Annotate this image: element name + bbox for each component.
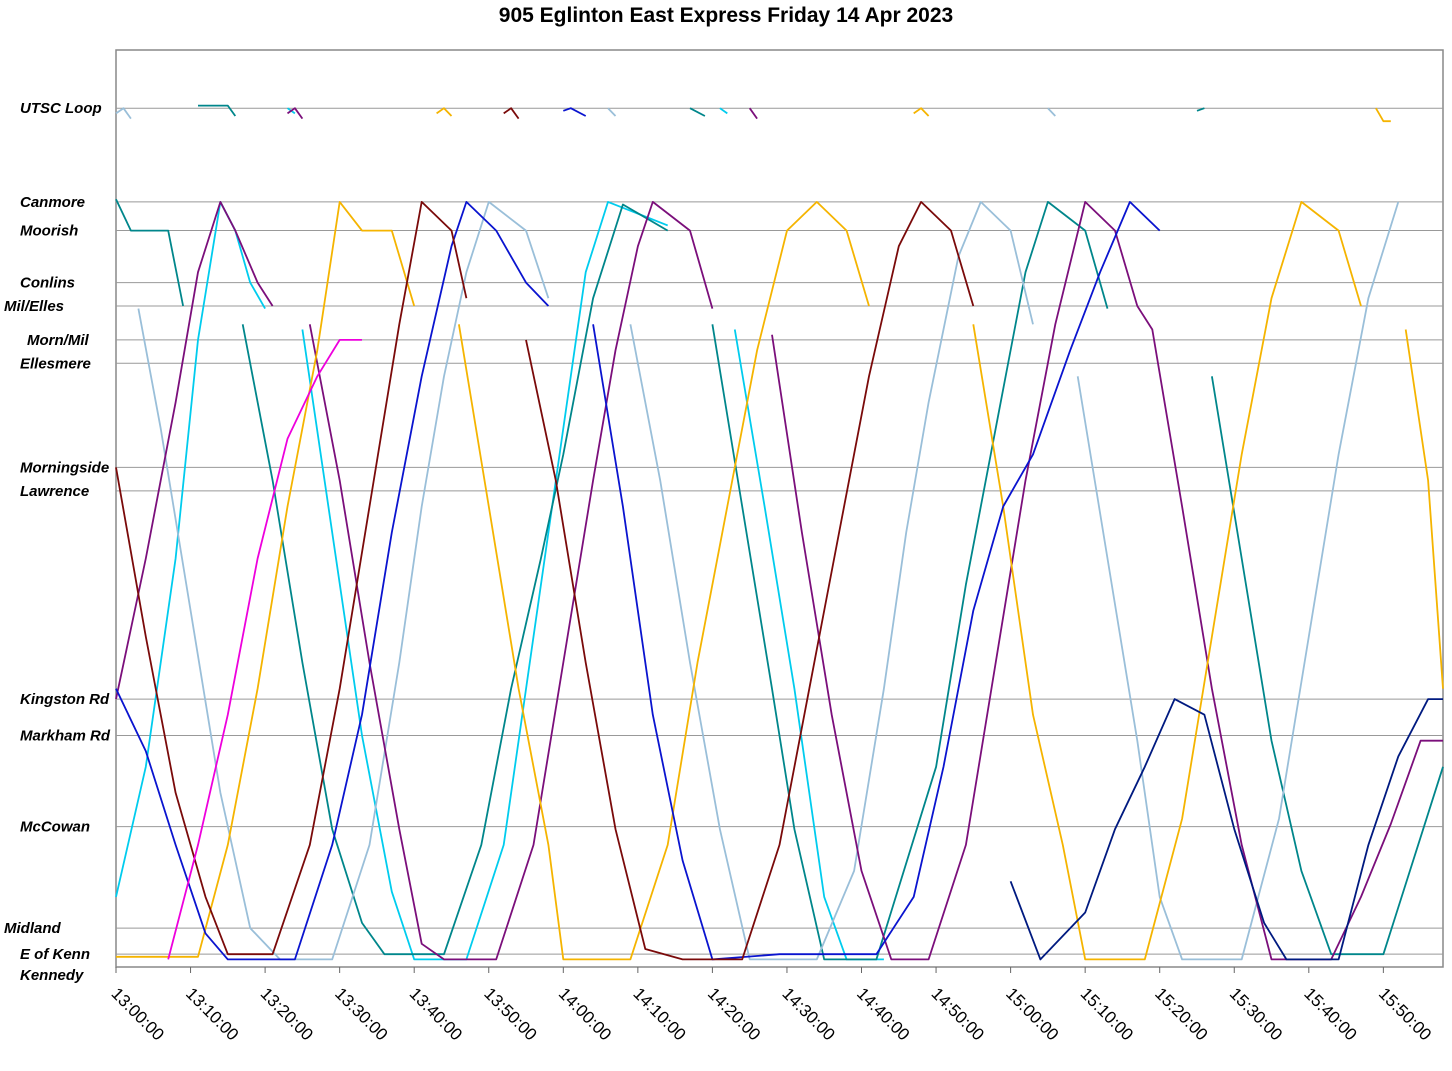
x-tick-label: 13:20:00 [257,984,317,1044]
trip-line [115,200,266,898]
stop-label: Morningside [20,459,109,476]
plot-frame [115,49,1444,968]
trip-line [719,107,728,115]
trip-line [1404,329,1444,689]
stop-label: Ellesmere [20,355,91,372]
x-tick-label: 13:50:00 [480,984,540,1044]
trip-line [1009,698,1443,961]
x-tick-label: 15:30:00 [1226,984,1286,1044]
stop-label: E of Kenn [20,946,90,963]
x-tick-label: 15:00:00 [1002,984,1062,1044]
trip-line [592,200,1161,961]
stop-label: Morn/Mil [27,332,89,349]
stop-label: Kennedy [20,967,84,984]
trip-line [711,200,1109,961]
trip-line [689,107,706,117]
stop-label: Midland [4,920,61,937]
chart-title: 905 Eglinton East Express Friday 14 Apr … [498,4,954,27]
trip-line [137,200,550,961]
trip-line [115,200,550,961]
trip-line [913,107,930,117]
trip-line [1076,201,1400,961]
stop-label: Moorish [20,223,78,240]
x-tick-label: 14:50:00 [928,984,988,1044]
trip-line [241,203,669,956]
trip-line [115,200,274,700]
stop-label: Canmore [20,194,85,211]
trip-line [308,200,714,961]
trip-line [115,107,132,120]
x-tick-label: 14:10:00 [629,984,689,1044]
stop-label: Markham Rd [20,728,111,745]
x-tick-labels: 13:00:00 13:10:00 13:20:00 13:30:00 13:40:00… [108,967,1435,1044]
stop-label: Mil/Elles [4,298,64,315]
trip-line [525,200,975,961]
stop-label: Conlins [20,275,75,292]
stop-labels: Kennedy E of Kenn Midland McCowan Markham Rd… [4,100,111,984]
trip-line [301,200,669,961]
stop-label: UTSC Loop [20,100,102,117]
x-tick-label: 15:50:00 [1375,984,1435,1044]
x-tick-label: 13:30:00 [331,984,391,1044]
trip-line [503,107,520,120]
trip-line [972,200,1362,961]
trip-line [1211,376,1444,956]
trip-line [458,200,870,961]
trip-line [167,338,362,960]
trip-line [436,107,453,117]
trip-line [563,107,587,117]
trip-line [1196,107,1205,112]
x-tick-label: 14:30:00 [778,984,838,1044]
x-tick-label: 14:00:00 [555,984,615,1044]
x-tick-label: 15:40:00 [1300,984,1360,1044]
trip-line [607,107,617,117]
stop-label: McCowan [20,819,90,836]
x-tick-label: 13:40:00 [406,984,466,1044]
x-tick-label: 15:20:00 [1151,984,1211,1044]
stop-label: Lawrence [20,483,89,500]
grid-lines [116,107,1443,955]
trip-line [733,329,884,961]
trip-line [198,104,237,117]
trip-line [1375,107,1391,123]
trip-line [629,200,1034,961]
trip-line [1047,107,1056,117]
trip-lines [115,104,1444,961]
trip-line [748,107,758,120]
trip-line [771,200,1443,961]
x-tick-label: 13:00:00 [108,984,168,1044]
x-tick-label: 15:10:00 [1077,984,1137,1044]
x-tick-label: 14:40:00 [853,984,913,1044]
stop-label: Kingston Rd [20,691,110,708]
x-tick-label: 13:10:00 [182,984,242,1044]
trip-line [286,107,304,120]
trip-line [115,200,468,956]
x-tick-label: 14:20:00 [704,984,764,1044]
trip-line [115,198,184,307]
trip-line [116,200,416,958]
